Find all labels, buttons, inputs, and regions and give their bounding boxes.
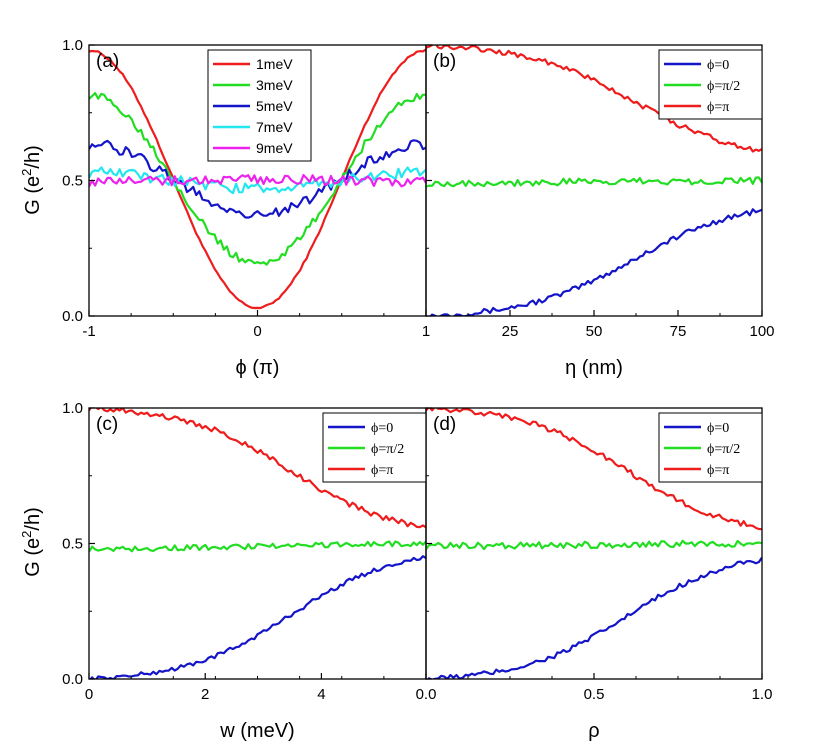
panel-label: (b) [433, 51, 456, 72]
series-line-1 [426, 539, 762, 551]
legend-label: 5meV [256, 98, 293, 114]
x-tick-label: 0.0 [416, 686, 437, 703]
x-tick-label: 75 [670, 323, 687, 340]
y-label-part-1: G (e [22, 176, 44, 215]
y-label-part-1: G (e [22, 538, 44, 577]
panel-0: -1 0 1 0.0 0.5 1.0 (a) ϕ (π) 1meV 3meV 5meV 7meV 9me… [62, 37, 430, 379]
series-line-0 [89, 48, 426, 310]
series-line-2 [426, 408, 762, 531]
y-tick-label: 0.0 [62, 671, 83, 688]
legend-label: 9meV [256, 140, 293, 156]
x-axis-label: ρ [588, 720, 599, 742]
series-group [89, 408, 426, 679]
legend-label: ϕ=π/2 [371, 442, 404, 457]
x-tick-label: 4 [317, 686, 325, 703]
x-tick-label: 25 [502, 323, 519, 340]
legend-label: ϕ=0 [707, 58, 729, 73]
legend-label: ϕ=0 [371, 421, 393, 436]
x-tick-label: 0 [253, 323, 261, 340]
x-tick-label: -1 [82, 323, 95, 340]
legend: 1meV 3meV 5meV 7meV 9meV [207, 49, 312, 162]
panel-2: 0 2 4 0.0 0.5 1.0 (c) w (meV) ϕ=0 ϕ=π/2 ϕ=π [62, 400, 427, 742]
series-group [426, 45, 762, 316]
y-label-part-3: /h) [22, 507, 44, 530]
x-axis-label: ϕ (π) [236, 357, 280, 379]
legend-label: 1meV [256, 56, 293, 72]
legend-label: ϕ=π/2 [707, 79, 740, 94]
legend: ϕ=0 ϕ=π/2 ϕ=π [322, 412, 427, 483]
legend-label: ϕ=π [371, 463, 393, 478]
legend: ϕ=0 ϕ=π/2 ϕ=π [658, 49, 763, 120]
y-label-part-3: /h) [22, 145, 44, 168]
legend-label: ϕ=π/2 [707, 442, 740, 457]
y-label-superscript: 2 [19, 531, 34, 538]
series-line-2 [89, 139, 426, 219]
y-tick-label: 0.0 [62, 308, 83, 325]
legend-label: 3meV [256, 77, 293, 93]
series-line-1 [89, 540, 426, 553]
legend-label: 7meV [256, 119, 293, 135]
legend-label: ϕ=π [707, 463, 729, 478]
y-tick-label: 1.0 [62, 37, 83, 54]
y-tick-label: 1.0 [62, 400, 83, 417]
panel-label: (a) [96, 51, 119, 72]
panel-3: 0.0 0.5 1.0 (d) ρ ϕ=0 ϕ=π/2 ϕ=π [416, 407, 773, 742]
x-axis-label: w (meV) [219, 720, 294, 742]
series-line-0 [429, 208, 762, 316]
y-axis-label-bottom: G (e2/h) [19, 507, 44, 576]
legend-label: ϕ=0 [707, 421, 729, 436]
panels: -1 0 1 0.0 0.5 1.0 (a) ϕ (π) 1meV 3meV 5meV 7meV 9me… [62, 37, 774, 742]
series-line-2 [89, 408, 426, 529]
x-tick-label: 0.5 [584, 686, 605, 703]
series-line-4 [89, 174, 426, 188]
panel-label: (d) [433, 414, 456, 435]
panel-1: 25 50 75 100 (b) η (nm) ϕ=0 ϕ=π/2 ϕ=π [425, 44, 775, 379]
y-label-superscript: 2 [19, 169, 34, 176]
series-line-1 [89, 91, 426, 266]
x-axis-label: η (nm) [565, 357, 623, 379]
series-line-0 [426, 556, 762, 679]
x-tick-label: 1.0 [752, 686, 773, 703]
x-tick-label: 50 [586, 323, 603, 340]
series-group [89, 48, 426, 310]
x-tick-label: 0 [85, 686, 93, 703]
x-tick-label: 2 [201, 686, 209, 703]
y-axis-label-top: G (e2/h) [19, 145, 44, 214]
legend: ϕ=0 ϕ=π/2 ϕ=π [658, 412, 763, 483]
series-line-2 [426, 45, 762, 153]
panel-label: (c) [96, 414, 118, 435]
series-line-1 [426, 176, 762, 188]
x-tick-label: 100 [749, 323, 774, 340]
y-tick-label: 0.5 [62, 173, 83, 190]
series-line-0 [89, 555, 426, 679]
legend-label: ϕ=π [707, 100, 729, 115]
y-tick-label: 0.5 [62, 536, 83, 553]
series-group [426, 408, 762, 679]
x-tick-label: 1 [422, 323, 430, 340]
